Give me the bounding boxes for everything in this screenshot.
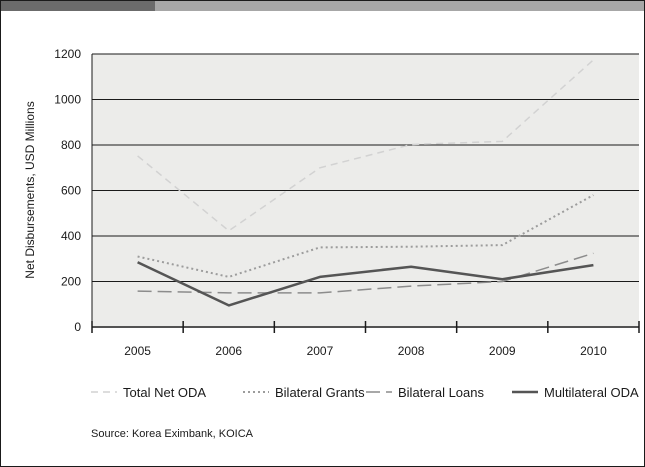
- y-axis-title: Net Disbursements, USD Millions: [23, 101, 37, 278]
- legend: Total Net ODA Bilateral Grants Bilateral L…: [91, 385, 639, 400]
- source-note: Source: Korea Eximbank, KOICA: [91, 428, 254, 440]
- y-tick-label: 400: [61, 229, 81, 243]
- x-tick-label: 2006: [215, 344, 242, 358]
- series-line-multilateral-oda: [137, 261, 594, 307]
- header-bar-dark: [1, 1, 155, 11]
- x-tick-label: 2009: [489, 344, 516, 358]
- y-tick-label: 600: [61, 184, 81, 198]
- y-tick-label: 200: [61, 275, 81, 289]
- gridlines: [92, 53, 639, 282]
- legend-label: Bilateral Loans: [398, 385, 484, 400]
- y-tick-label: 1000: [54, 93, 81, 107]
- x-tick-label: 2008: [398, 344, 425, 358]
- x-axis-ticks: 2005 2006 2007 2008 2009 2010: [91, 321, 640, 358]
- y-tick-label: 0: [74, 320, 81, 334]
- legend-label: Bilateral Grants: [275, 385, 365, 400]
- header-bar-light: [155, 1, 644, 11]
- y-tick-label: 1200: [54, 47, 81, 61]
- legend-label: Multilateral ODA: [544, 385, 639, 400]
- legend-label: Total Net ODA: [123, 385, 206, 400]
- x-tick-label: 2005: [124, 344, 151, 358]
- x-tick-label: 2010: [580, 344, 607, 358]
- y-tick-label: 800: [61, 138, 81, 152]
- series-line-total-net-oda: [137, 59, 594, 232]
- y-axis-tick-labels: 0 200 400 600 800 1000 1200: [54, 47, 81, 334]
- x-tick-label: 2007: [307, 344, 334, 358]
- series-lines: [137, 59, 594, 307]
